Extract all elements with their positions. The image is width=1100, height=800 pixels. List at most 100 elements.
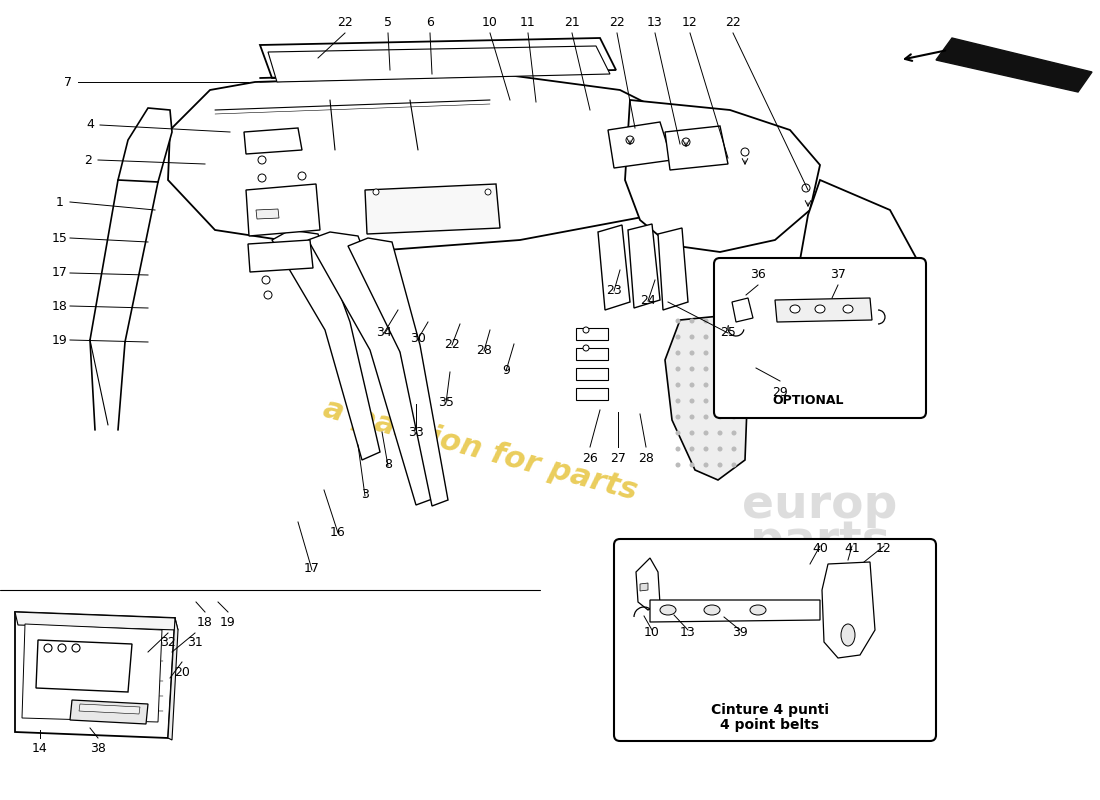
Circle shape <box>733 399 736 403</box>
Circle shape <box>690 351 694 355</box>
Text: 13: 13 <box>680 626 696 638</box>
Circle shape <box>676 447 680 451</box>
Text: 19: 19 <box>52 334 68 346</box>
Text: 27: 27 <box>610 451 626 465</box>
Text: 40: 40 <box>812 542 828 554</box>
Text: 21: 21 <box>564 15 580 29</box>
Circle shape <box>718 463 722 467</box>
Polygon shape <box>70 700 148 724</box>
Polygon shape <box>79 704 140 714</box>
Circle shape <box>718 447 722 451</box>
Circle shape <box>741 148 749 156</box>
Text: 34: 34 <box>376 326 392 338</box>
Circle shape <box>704 351 707 355</box>
Text: 15: 15 <box>52 231 68 245</box>
Text: 22: 22 <box>337 15 353 29</box>
Text: 38: 38 <box>90 742 106 754</box>
Bar <box>576 368 608 380</box>
Polygon shape <box>308 232 435 505</box>
Polygon shape <box>608 122 672 168</box>
Circle shape <box>676 351 680 355</box>
Ellipse shape <box>842 624 855 646</box>
Polygon shape <box>244 128 303 154</box>
Ellipse shape <box>704 605 720 615</box>
Circle shape <box>44 644 52 652</box>
Text: 39: 39 <box>733 626 748 638</box>
Circle shape <box>690 431 694 435</box>
Circle shape <box>704 367 707 371</box>
Polygon shape <box>15 612 175 738</box>
Circle shape <box>690 415 694 419</box>
Circle shape <box>733 431 736 435</box>
Polygon shape <box>822 562 875 658</box>
Text: 2: 2 <box>84 154 92 166</box>
Text: 41: 41 <box>844 542 860 554</box>
Ellipse shape <box>750 605 766 615</box>
Text: 37: 37 <box>830 269 846 282</box>
Text: 10: 10 <box>482 15 498 29</box>
Text: OPTIONAL: OPTIONAL <box>772 394 844 406</box>
Bar <box>576 328 608 340</box>
Polygon shape <box>365 184 501 234</box>
Polygon shape <box>348 238 448 506</box>
Circle shape <box>676 367 680 371</box>
Text: 26: 26 <box>582 451 598 465</box>
Text: 28: 28 <box>638 451 653 465</box>
Circle shape <box>676 383 680 387</box>
Text: 13: 13 <box>647 15 663 29</box>
Circle shape <box>704 383 707 387</box>
Circle shape <box>676 399 680 403</box>
Circle shape <box>258 174 266 182</box>
Text: 33: 33 <box>408 426 424 438</box>
Circle shape <box>690 367 694 371</box>
Circle shape <box>262 276 270 284</box>
Text: 25: 25 <box>720 326 736 338</box>
Polygon shape <box>15 612 178 630</box>
Text: 5: 5 <box>384 15 392 29</box>
Ellipse shape <box>843 305 852 313</box>
Circle shape <box>690 335 694 339</box>
Text: 29: 29 <box>772 386 788 398</box>
Polygon shape <box>625 100 820 252</box>
Circle shape <box>718 383 722 387</box>
Circle shape <box>626 136 634 144</box>
Ellipse shape <box>790 305 800 313</box>
Text: 22: 22 <box>444 338 460 350</box>
Circle shape <box>690 447 694 451</box>
Polygon shape <box>776 298 872 322</box>
Circle shape <box>733 463 736 467</box>
Circle shape <box>373 189 380 195</box>
Ellipse shape <box>815 305 825 313</box>
Text: 9: 9 <box>502 363 510 377</box>
Circle shape <box>676 431 680 435</box>
Text: 18: 18 <box>52 299 68 313</box>
Text: 22: 22 <box>725 15 741 29</box>
Text: Cinture 4 punti: Cinture 4 punti <box>711 703 829 717</box>
Text: 12: 12 <box>682 15 697 29</box>
Text: 12: 12 <box>876 542 892 554</box>
Text: 17: 17 <box>52 266 68 279</box>
Polygon shape <box>732 298 754 322</box>
Circle shape <box>676 415 680 419</box>
Polygon shape <box>256 209 279 219</box>
Polygon shape <box>666 126 728 170</box>
Polygon shape <box>636 558 660 610</box>
Polygon shape <box>272 230 379 460</box>
Circle shape <box>485 189 491 195</box>
Text: 19: 19 <box>220 615 235 629</box>
Circle shape <box>733 335 736 339</box>
Text: 18: 18 <box>197 615 213 629</box>
Polygon shape <box>666 316 748 480</box>
Polygon shape <box>790 180 920 415</box>
Text: 23: 23 <box>606 283 621 297</box>
Polygon shape <box>268 46 610 82</box>
Circle shape <box>676 319 680 322</box>
Text: 11: 11 <box>520 15 536 29</box>
Circle shape <box>583 345 588 351</box>
Polygon shape <box>936 38 1092 92</box>
Polygon shape <box>168 618 178 740</box>
Circle shape <box>72 644 80 652</box>
Text: 7: 7 <box>64 75 72 89</box>
Text: 14: 14 <box>32 742 48 754</box>
Text: 10: 10 <box>645 626 660 638</box>
